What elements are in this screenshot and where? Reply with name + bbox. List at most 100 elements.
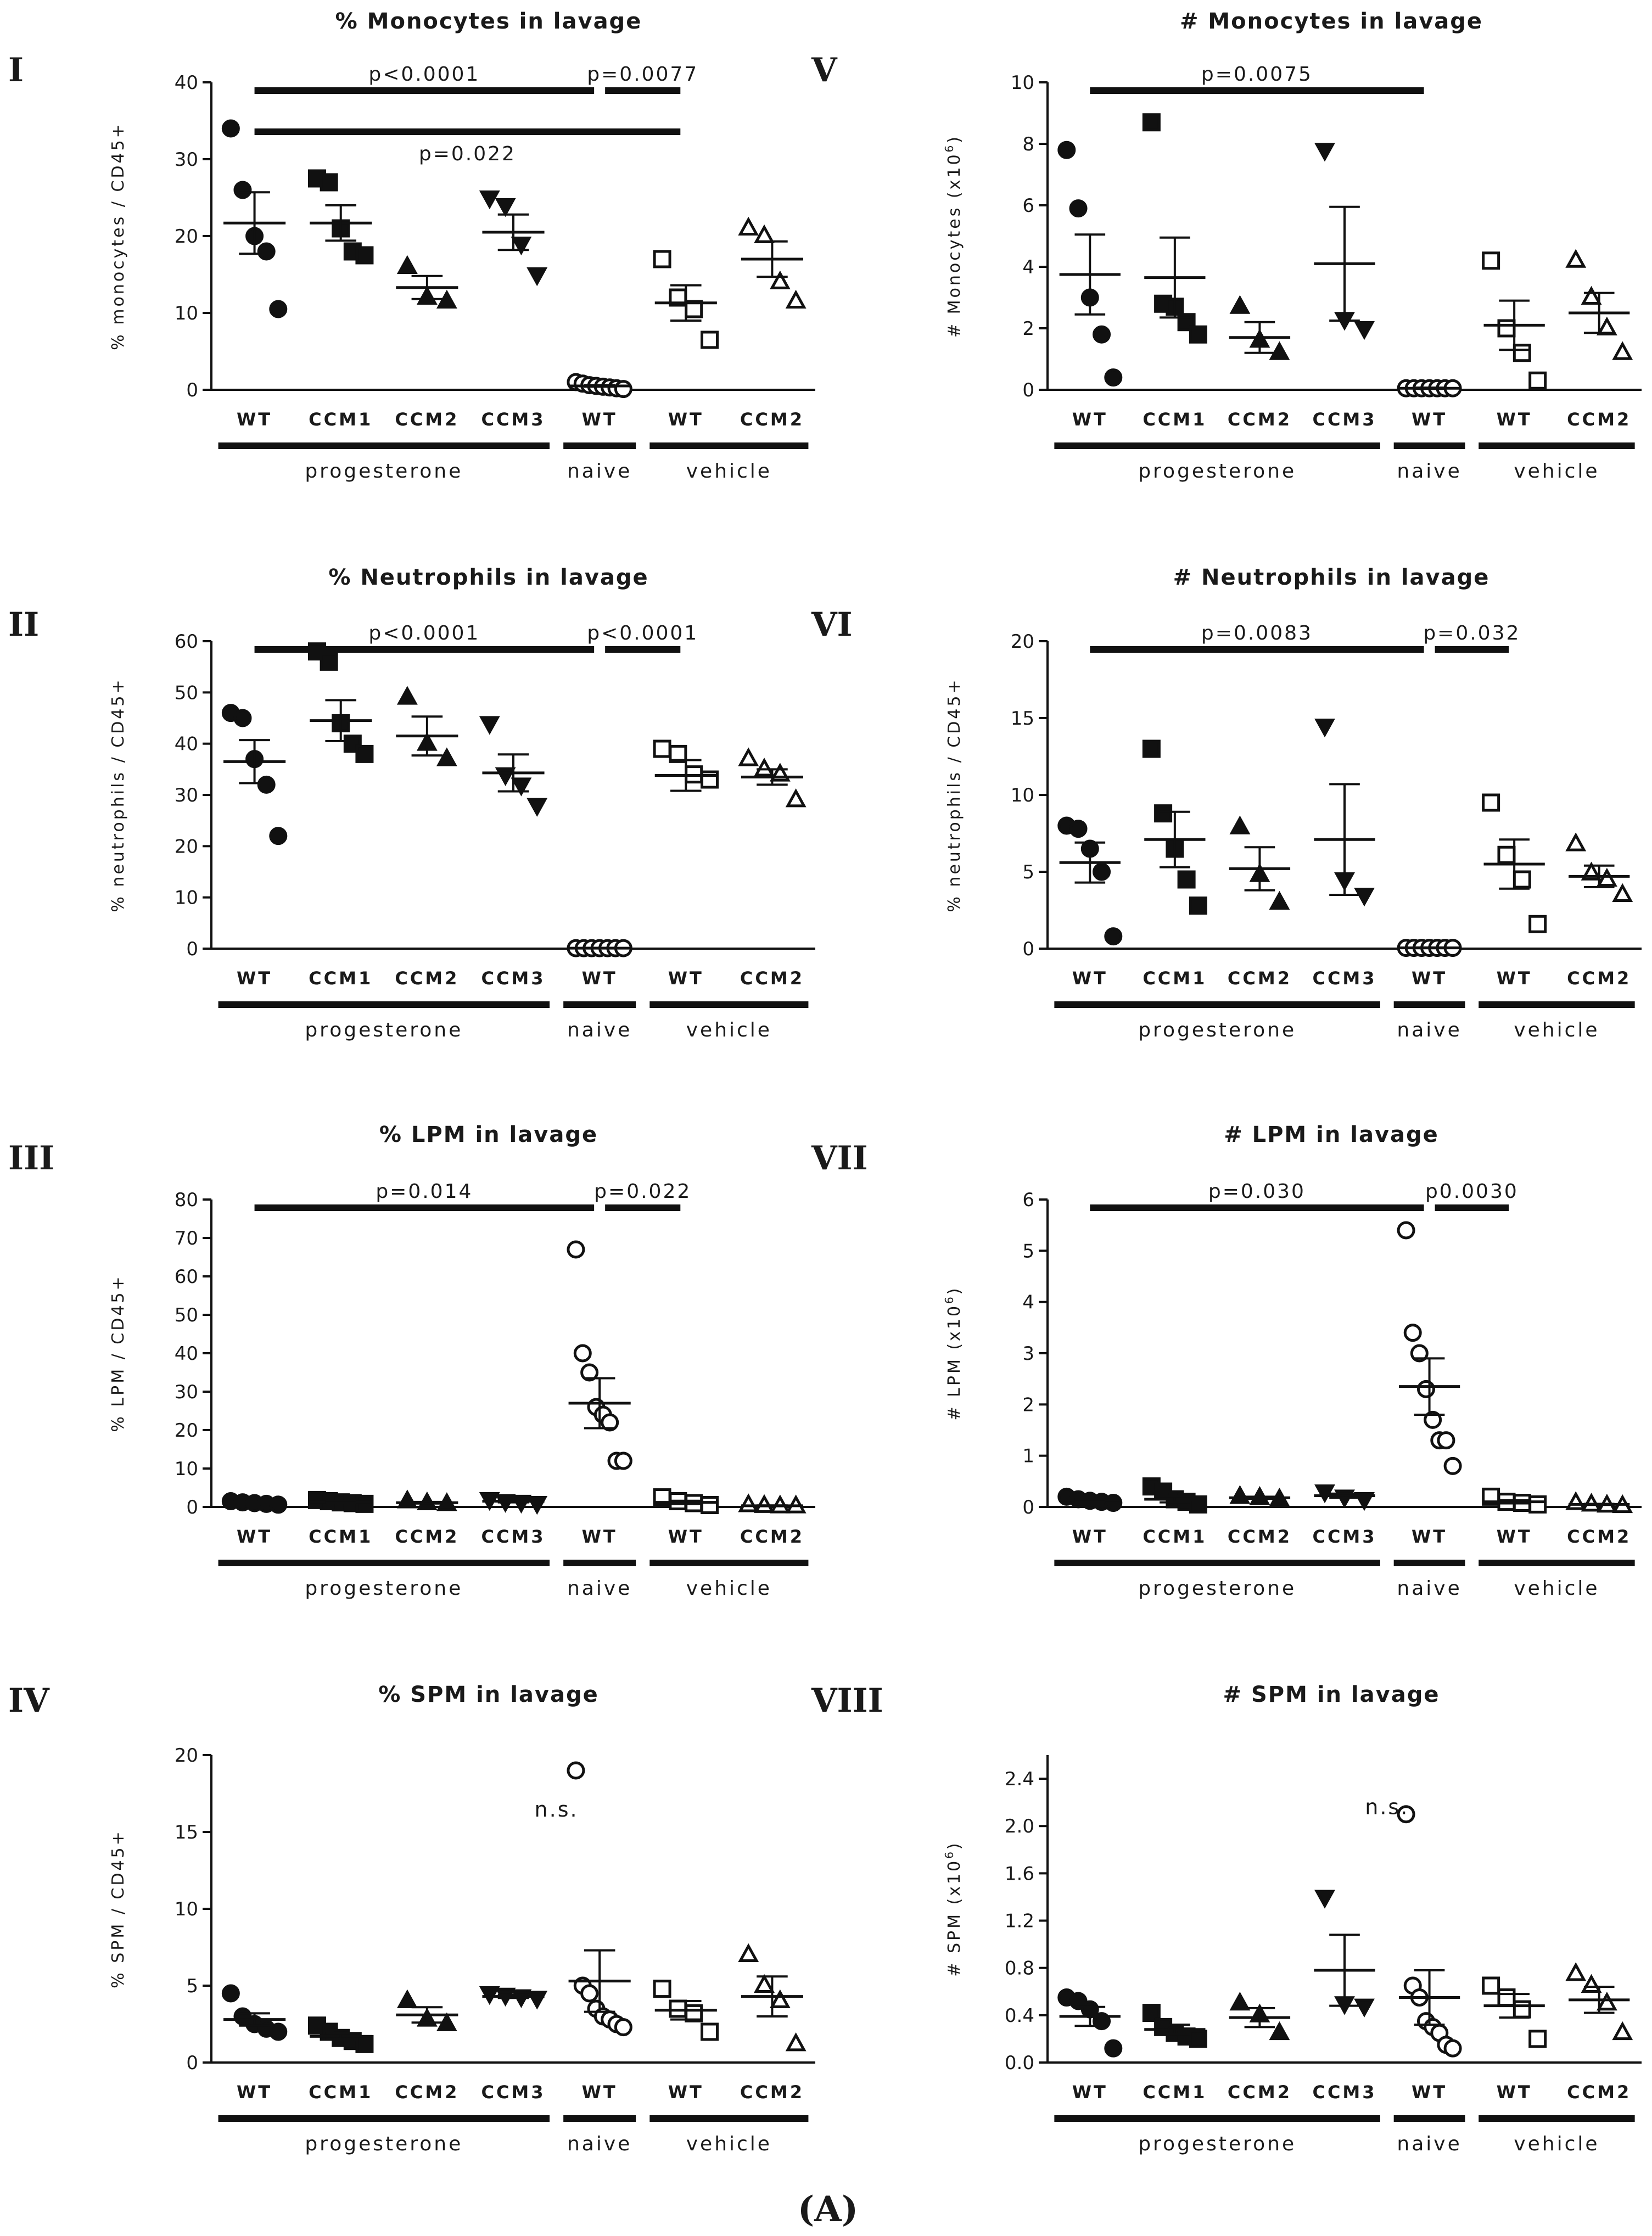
data-point [436,747,457,766]
data-point [1354,888,1375,907]
x-tick-label: WT [1412,2082,1447,2103]
series-ccm1 [1142,739,1207,915]
group-label: vehicle [686,460,772,483]
data-point [355,2035,374,2053]
data-point [769,1989,791,2008]
x-tick-label: WT [1497,968,1532,989]
group-label: progesterone [1138,1577,1296,1600]
figure-caption: (A) [798,2189,858,2230]
x-tick-label: CCM1 [1143,409,1207,430]
series-wt [1482,1976,1547,2048]
chart-panel-I: I % Monocytes in lavage 0 10 20 30 40 % monocyt… [8,9,815,483]
x-tick-label: CCM2 [395,2082,459,2103]
data-point [1314,1484,1335,1504]
significance-label: p<0.0001 [368,63,480,86]
data-point [511,237,532,256]
data-point [1528,915,1547,933]
series-wt [567,1761,632,2037]
data-point [1437,1431,1455,1450]
significance-label: p<0.0001 [368,622,480,645]
x-tick-label: WT [582,409,618,430]
series-ccm1 [1142,1477,1207,1514]
x-tick-label: CCM3 [1312,2082,1376,2103]
data-point [614,380,632,399]
x-tick-label: CCM2 [740,1526,804,1547]
y-tick-label: 0 [186,1497,198,1518]
y-tick-label: 15 [1011,708,1034,730]
series-wt [1482,1487,1547,1514]
y-tick-label: 5 [1022,1240,1034,1262]
data-point [614,1452,632,1470]
data-point [1314,143,1335,162]
data-point [1424,1410,1442,1429]
series-ccm2 [1229,1485,1291,1506]
y-tick-label: 60 [175,631,198,653]
panel-label: I [8,51,24,89]
y-tick-label: 6 [1022,1189,1034,1211]
data-point [1482,793,1500,812]
group-label: vehicle [686,1019,772,1041]
x-tick-label: CCM1 [309,409,373,430]
data-point [1497,1988,1516,2007]
y-tick-label: 2 [1022,318,1034,340]
significance-label: p=0.014 [376,1180,473,1203]
x-tick-label: WT [1072,968,1108,989]
y-axis-label: % LPM / CD45+ [109,1274,128,1432]
data-point [233,181,252,199]
y-tick-label: 20 [1011,631,1034,653]
data-point [785,2032,807,2052]
y-tick-label: 10 [175,302,198,324]
data-point [1612,883,1633,902]
series-ccm2 [396,255,458,309]
y-tick-label: 20 [175,1420,198,1442]
data-point [1513,344,1531,362]
data-point [1069,199,1088,218]
x-tick-label: CCM2 [395,409,459,430]
y-tick-label: 3 [1022,1343,1034,1365]
group-label: progesterone [305,1019,463,1041]
y-tick-label: 0 [186,2052,198,2074]
series-ccm2 [396,1989,458,2031]
data-point [1104,2039,1123,2058]
data-point [1269,341,1290,360]
data-point [269,300,288,318]
x-tick-label: WT [1497,2082,1532,2103]
chart-title: % SPM in lavage [378,1682,599,1707]
data-point [1189,325,1207,344]
series-ccm2 [1565,249,1633,360]
series-wt [567,939,632,957]
panel-label: VIII [811,1682,883,1720]
group-label: vehicle [686,2133,772,2155]
series-ccm3 [479,1986,548,2010]
significance-label: p=0.022 [419,143,516,165]
significance-label: p=0.030 [1208,1180,1306,1203]
x-tick-label: WT [1412,1526,1447,1547]
series-wt [653,1488,719,1514]
data-point [567,1761,585,1780]
significance-label: p<0.0001 [587,622,698,645]
data-point [479,1986,500,2005]
chart-title: # LPM in lavage [1224,1122,1439,1147]
y-tick-label: 30 [175,1381,198,1403]
group-label: vehicle [1514,460,1599,483]
x-tick-label: CCM1 [1143,968,1207,989]
y-tick-label: 1.2 [1005,1910,1034,1932]
data-point [257,775,276,794]
chart-panel-V: V # Monocytes in lavage 0 2 4 6 8 10 # Monocytes… [811,9,1642,483]
data-point [738,1943,759,1962]
series-ccm2 [1229,295,1291,360]
y-tick-label: 5 [1022,861,1034,883]
data-point [495,198,516,217]
y-tick-label: 1 [1022,1445,1034,1467]
chart-title: # SPM in lavage [1223,1682,1440,1707]
data-point [233,709,252,727]
data-point [701,330,719,349]
data-point [754,758,775,777]
series-wt [1057,1988,1123,2058]
series-ccm3 [479,1492,548,1515]
data-point [785,788,807,808]
series-ccm3 [479,716,548,817]
data-point [1229,815,1251,834]
data-point [355,744,374,763]
